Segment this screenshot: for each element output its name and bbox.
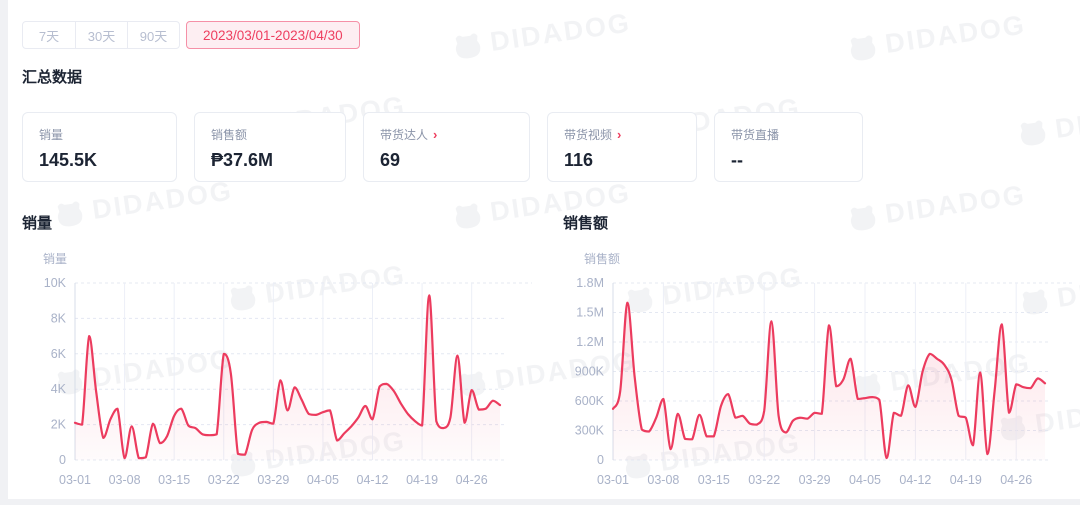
svg-text:03-01: 03-01 — [59, 473, 91, 487]
date-range-filter: 7天 30天 90天 2023/03/01-2023/04/30 — [22, 21, 360, 49]
custom-date-range-tab[interactable]: 2023/03/01-2023/04/30 — [186, 21, 360, 49]
sales-volume-chart: 销量 销量 10K 8K 6K 4K 2K 0 03-01 03-08 03-15 03-22 03… — [22, 212, 534, 505]
svg-text:03-08: 03-08 — [109, 473, 141, 487]
chart-title: 销售额 — [563, 215, 609, 232]
svg-text:1.8M: 1.8M — [576, 276, 604, 290]
page-edge-bottom — [0, 499, 1080, 505]
svg-text:03-15: 03-15 — [158, 473, 190, 487]
card-label: 带货直播 — [731, 128, 780, 142]
didadog-watermark: DIDADOG — [1014, 95, 1080, 151]
svg-text:04-26: 04-26 — [456, 473, 488, 487]
svg-text:04-12: 04-12 — [357, 473, 389, 487]
svg-text:04-19: 04-19 — [406, 473, 438, 487]
line-chart-plot[interactable]: 10K 8K 6K 4K 2K 0 03-01 03-08 03-15 03-22 03-29 04-… — [22, 270, 534, 505]
svg-text:03-01: 03-01 — [597, 473, 629, 487]
svg-text:04-05: 04-05 — [849, 473, 881, 487]
svg-text:300K: 300K — [575, 424, 605, 438]
card-value: ₱37.6M — [211, 150, 274, 170]
card-label: 带货视频 › — [564, 127, 622, 142]
svg-text:1.5M: 1.5M — [576, 306, 604, 320]
card-label: 销售额 — [211, 128, 248, 142]
card-sales-volume: 销量 145.5K — [22, 112, 177, 182]
svg-text:03-22: 03-22 — [208, 473, 240, 487]
card-videos[interactable]: 带货视频 › 116 — [547, 112, 697, 182]
summary-section-title: 汇总数据 — [22, 69, 83, 86]
y-axis-label: 销售额 — [584, 252, 621, 266]
svg-text:0: 0 — [59, 453, 66, 467]
card-value: 116 — [564, 150, 594, 170]
tab-7-days[interactable]: 7天 — [38, 28, 60, 44]
svg-text:03-29: 03-29 — [257, 473, 289, 487]
svg-text:03-08: 03-08 — [647, 473, 679, 487]
tab-30-days[interactable]: 30天 — [75, 22, 127, 48]
line-chart-plot[interactable]: 1.8M 1.5M 1.2M 900K 600K 300K 0 03-01 03-08 03-15… — [563, 270, 1075, 505]
card-influencers[interactable]: 带货达人 › 69 — [363, 112, 530, 182]
dog-icon — [1020, 120, 1046, 145]
svg-text:6K: 6K — [51, 347, 67, 361]
card-livestreams: 带货直播 -- — [714, 112, 863, 182]
svg-text:900K: 900K — [575, 365, 605, 379]
y-axis-label: 销量 — [43, 252, 68, 266]
svg-text:0: 0 — [597, 453, 604, 467]
svg-text:03-15: 03-15 — [698, 473, 730, 487]
svg-text:04-12: 04-12 — [899, 473, 931, 487]
svg-text:600K: 600K — [575, 394, 605, 408]
range-tab-group: 7天 30天 90天 — [22, 21, 180, 49]
tab-90-days[interactable]: 90天 — [127, 22, 179, 48]
sales-amount-chart: 销售额 销售额 1.8M 1.5M 1.2M 900K 600K 300K 0 03-01 03… — [563, 212, 1075, 505]
chevron-right-icon[interactable]: › — [617, 127, 622, 142]
summary-cards: 销量 145.5K 销售额 ₱37.6M 带货达人 › 69 带货视频 › 116 … — [22, 112, 863, 182]
svg-text:03-22: 03-22 — [748, 473, 780, 487]
card-value: 69 — [380, 150, 401, 170]
svg-text:2K: 2K — [51, 418, 67, 432]
svg-text:1.2M: 1.2M — [576, 335, 604, 349]
page-edge-left — [0, 0, 8, 505]
svg-text:03-29: 03-29 — [799, 473, 831, 487]
card-value: 145.5K — [39, 150, 98, 170]
chevron-right-icon[interactable]: › — [433, 127, 438, 142]
svg-text:4K: 4K — [51, 382, 67, 396]
svg-text:04-19: 04-19 — [950, 473, 982, 487]
chart-title: 销量 — [22, 215, 53, 232]
card-label: 带货达人 › — [380, 127, 438, 142]
didadog-watermark: DIDADOG — [844, 10, 1028, 66]
card-sales-amount: 销售额 ₱37.6M — [194, 112, 346, 182]
dog-icon — [850, 35, 876, 60]
svg-text:8K: 8K — [51, 311, 67, 325]
svg-text:04-26: 04-26 — [1000, 473, 1032, 487]
didadog-watermark: DIDADOG — [449, 8, 633, 64]
card-value: -- — [731, 150, 743, 170]
card-label: 销量 — [39, 128, 64, 142]
svg-text:04-05: 04-05 — [307, 473, 339, 487]
svg-text:10K: 10K — [44, 276, 67, 290]
dog-icon — [455, 33, 481, 58]
